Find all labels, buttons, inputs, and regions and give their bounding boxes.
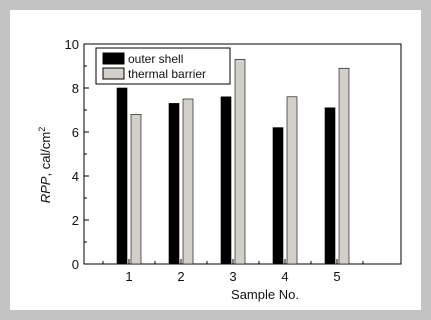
y-tick-label: 4 bbox=[72, 169, 79, 184]
bar-thermal-barrier-3 bbox=[234, 59, 246, 265]
y-axis-title: RPP, cal/cm2 bbox=[37, 127, 53, 204]
x-tick-label: 3 bbox=[229, 269, 236, 284]
bar-outer-shell-5 bbox=[324, 107, 336, 265]
y-axis-title-italic: RPP bbox=[38, 176, 53, 203]
x-tick-label: 1 bbox=[125, 269, 132, 284]
bar-thermal-barrier-4 bbox=[286, 96, 298, 265]
bar-thermal-barrier-5 bbox=[338, 67, 350, 265]
bar-outer-shell-2 bbox=[168, 103, 180, 265]
y-tick-label: 6 bbox=[72, 125, 79, 140]
legend: outer shell thermal barrier bbox=[95, 47, 231, 85]
chart-panel: 0 2 4 6 8 10 1 2 3 4 5 outer shell thermal barrier… bbox=[10, 10, 421, 310]
bar-thermal-barrier-2 bbox=[182, 98, 194, 265]
legend-swatch-outer-shell bbox=[102, 52, 125, 65]
y-tick-label: 2 bbox=[72, 213, 79, 228]
y-tick-label: 10 bbox=[65, 37, 79, 52]
bar-outer-shell-1 bbox=[116, 87, 128, 265]
y-axis-title-unit: , cal/cm bbox=[38, 132, 53, 177]
legend-label-outer-shell: outer shell bbox=[128, 52, 183, 66]
x-tick-label: 5 bbox=[333, 269, 340, 284]
bar-outer-shell-4 bbox=[272, 127, 284, 265]
bar-outer-shell-3 bbox=[220, 96, 232, 265]
y-axis-title-superscript: 2 bbox=[37, 127, 47, 132]
x-tick-label: 2 bbox=[177, 269, 184, 284]
bar-thermal-barrier-1 bbox=[130, 114, 142, 265]
y-tick-label: 8 bbox=[72, 81, 79, 96]
x-axis-title: Sample No. bbox=[231, 287, 299, 302]
legend-swatch-thermal-barrier bbox=[102, 67, 125, 80]
x-tick-label: 4 bbox=[281, 269, 288, 284]
legend-label-thermal-barrier: thermal barrier bbox=[128, 67, 206, 81]
bars bbox=[116, 59, 350, 265]
y-tick-label: 0 bbox=[72, 257, 79, 272]
